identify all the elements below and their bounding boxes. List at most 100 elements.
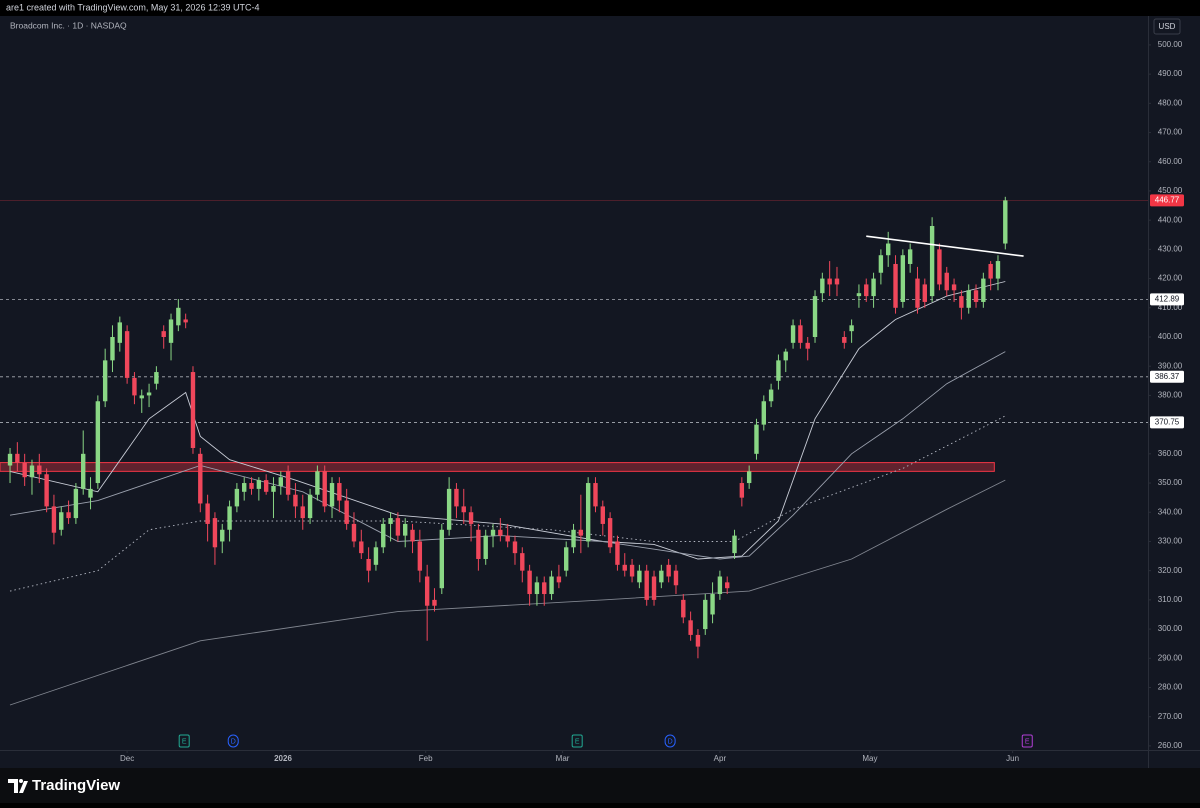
candle-body	[512, 541, 518, 554]
candle-body	[520, 553, 525, 571]
y-tick-label: 390.00	[1158, 361, 1183, 370]
candle-body	[88, 488, 93, 498]
candle-body	[315, 471, 320, 495]
price-label: 446.77	[1155, 196, 1180, 205]
candle-body	[102, 360, 108, 402]
y-tick-label: 480.00	[1158, 98, 1183, 107]
candle-body	[717, 576, 723, 595]
candle-body	[710, 594, 715, 615]
candle-body	[973, 290, 979, 302]
candle-body	[768, 389, 774, 402]
event-marker	[1021, 734, 1033, 748]
candle-body	[886, 243, 891, 256]
candle-body	[432, 599, 437, 606]
candle-body	[754, 424, 759, 454]
candle-body	[812, 296, 818, 337]
candle-body	[373, 547, 379, 565]
candle-body	[703, 599, 708, 630]
event-marker	[178, 734, 190, 748]
candle-body	[725, 582, 730, 589]
candle-body	[344, 500, 349, 524]
zone	[0, 462, 995, 472]
moving-average	[9, 351, 1006, 560]
candle-body	[212, 518, 218, 548]
candle-body	[22, 462, 27, 478]
candle-body	[607, 518, 613, 548]
y-tick-label: 460.00	[1158, 157, 1183, 166]
candle-body	[293, 494, 298, 507]
x-tick-label: Mar	[556, 754, 570, 763]
y-tick-label: 320.00	[1158, 566, 1183, 575]
y-tick-label: 340.00	[1158, 507, 1183, 516]
candle-body	[900, 255, 906, 302]
chart-pane	[0, 16, 1200, 768]
candle-body	[915, 278, 920, 308]
candle-body	[366, 558, 371, 571]
attribution: are1 created with TradingView.com, May 3…	[6, 2, 259, 12]
y-tick-label: 310.00	[1158, 595, 1183, 604]
candle-body	[95, 401, 101, 484]
candle-body	[124, 331, 130, 378]
candle-body	[227, 506, 232, 530]
candle-body	[234, 488, 240, 507]
candle-body	[542, 582, 547, 595]
candle-body	[615, 541, 620, 565]
currency-box	[1153, 18, 1181, 35]
candle-body	[922, 284, 927, 302]
candle-body	[29, 465, 35, 478]
candle-body	[666, 564, 671, 577]
logo-dot	[19, 779, 23, 783]
candle-body	[959, 296, 964, 308]
price-label: 386.37	[1155, 372, 1180, 381]
candle-body	[578, 529, 584, 536]
logo-mark	[8, 779, 18, 793]
price-label-box	[1150, 416, 1184, 429]
candle-body	[805, 342, 810, 349]
x-tick-label: Apr	[714, 754, 727, 763]
candle-body	[139, 395, 144, 399]
y-tick-label: 420.00	[1158, 274, 1183, 283]
event-label: E	[575, 738, 580, 745]
candle-body	[761, 401, 766, 425]
candle-body	[403, 523, 408, 536]
candle-body	[695, 634, 701, 647]
event-marker	[571, 734, 583, 748]
candle-body	[995, 261, 1001, 279]
candle-body	[681, 599, 686, 618]
candle-body	[534, 582, 540, 595]
price-label: 370.75	[1155, 418, 1180, 427]
y-tick-label: 350.00	[1158, 478, 1183, 487]
price-label-box	[1150, 370, 1184, 383]
event-label: E	[182, 738, 187, 745]
candle-body	[798, 325, 803, 343]
x-tick-label: Feb	[419, 754, 433, 763]
event-marker	[664, 734, 676, 748]
candle-body	[351, 523, 357, 542]
candle-body	[783, 351, 788, 361]
candle-body	[242, 483, 247, 492]
candle-body	[659, 570, 664, 583]
y-tick-label: 450.00	[1158, 186, 1183, 195]
candle-body	[644, 570, 649, 600]
x-tick-label: Jun	[1006, 754, 1019, 763]
candle-body	[856, 293, 862, 297]
y-tick-label: 400.00	[1158, 332, 1183, 341]
y-tick-label: 410.00	[1158, 303, 1183, 312]
candle-body	[988, 263, 993, 279]
candle-body	[461, 506, 466, 513]
candle-body	[322, 471, 327, 507]
candle-body	[739, 483, 745, 498]
candle-body	[673, 570, 679, 586]
candle-body	[746, 471, 752, 484]
trendline	[866, 235, 1024, 257]
candle-body	[651, 576, 657, 600]
candle-body	[424, 576, 430, 606]
logo-slash	[19, 781, 28, 793]
candle-body	[944, 272, 949, 291]
candle-body	[388, 518, 393, 524]
candle-body	[59, 512, 64, 530]
candle-body	[878, 255, 884, 273]
y-tick-label: 290.00	[1158, 653, 1183, 662]
candle-body	[498, 529, 503, 536]
